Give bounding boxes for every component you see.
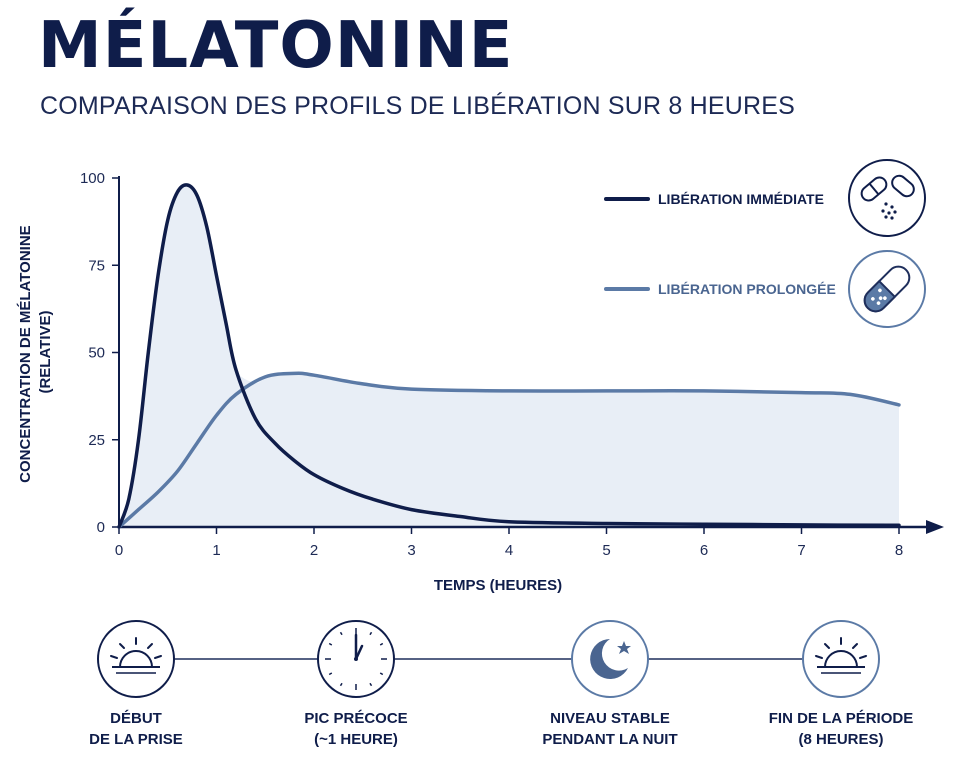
timeline-label-start: DÉBUT DE LA PRISE	[89, 710, 183, 748]
moon-star-icon	[571, 620, 649, 698]
timeline-label-peak: PIC PRÉCOCE (~1 HEURE)	[304, 710, 408, 748]
page-title: MÉLATONINE	[38, 9, 514, 83]
clock-hour-tick	[379, 642, 384, 646]
capsule-open-icon	[848, 159, 926, 237]
tick-labels: 0 25 50 75 100 0 1 2 3 4 5 6 7 8	[80, 170, 903, 559]
x-tick-label: 6	[700, 542, 708, 559]
y-tick-label: 0	[97, 519, 105, 536]
clock-hour-tick	[339, 631, 343, 636]
x-tick-label: 3	[407, 542, 415, 559]
timeline-label-end: FIN DE LA PÉRIODE (8 HEURES)	[768, 710, 914, 748]
y-tick-label: 100	[80, 170, 105, 187]
x-axis-arrow	[926, 520, 944, 534]
x-tick-label: 4	[505, 542, 513, 559]
legend-label-immediate: LIBÉRATION IMMÉDIATE	[658, 191, 824, 207]
area-fill-layer	[119, 184, 899, 527]
x-tick-label: 5	[602, 542, 610, 559]
x-tick-label: 8	[895, 542, 903, 559]
y-axis-label: CONCENTRATION DE MÉLATONINE (RELATIVE)	[17, 221, 54, 483]
timeline-label-stable: NIVEAU STABLE PENDANT LA NUIT	[542, 710, 678, 748]
clock-hour-tick	[379, 672, 384, 676]
y-tick-label: 75	[88, 257, 105, 274]
clock-hour-tick	[328, 672, 333, 676]
series-line-immediate	[117, 183, 901, 529]
x-tick-label: 2	[310, 542, 318, 559]
timeline	[97, 620, 880, 698]
clock-hour-tick	[369, 682, 373, 687]
clock-icon	[317, 620, 395, 698]
series-layer	[117, 183, 901, 529]
y-tick-label: 50	[88, 345, 105, 362]
legend-label-extended: LIBÉRATION PROLONGÉE	[658, 281, 836, 297]
axes	[112, 176, 944, 534]
y-axis-label-line-2: (RELATIVE)	[37, 310, 54, 393]
capsule-granules-icon	[848, 250, 926, 328]
sunset-icon	[802, 620, 880, 698]
x-tick-label: 0	[115, 542, 123, 559]
legend: LIBÉRATION IMMÉDIATE LIBÉRATION PROLONGÉ…	[604, 159, 926, 328]
x-tick-label: 7	[797, 542, 805, 559]
area-fill	[119, 184, 899, 527]
clock-hour-tick	[369, 631, 373, 636]
x-axis-label: TEMPS (HEURES)	[434, 577, 562, 594]
page-subtitle: COMPARAISON DES PROFILS DE LIBÉRATION SU…	[40, 92, 796, 120]
clock-hour-tick	[328, 642, 333, 646]
sunrise-icon	[97, 620, 175, 698]
y-tick-label: 25	[88, 432, 105, 449]
series-line-extended	[117, 371, 901, 529]
y-axis-label-line-1: CONCENTRATION DE MÉLATONINE	[17, 225, 34, 483]
x-tick-label: 1	[212, 542, 220, 559]
clock-hour-tick	[339, 682, 343, 687]
